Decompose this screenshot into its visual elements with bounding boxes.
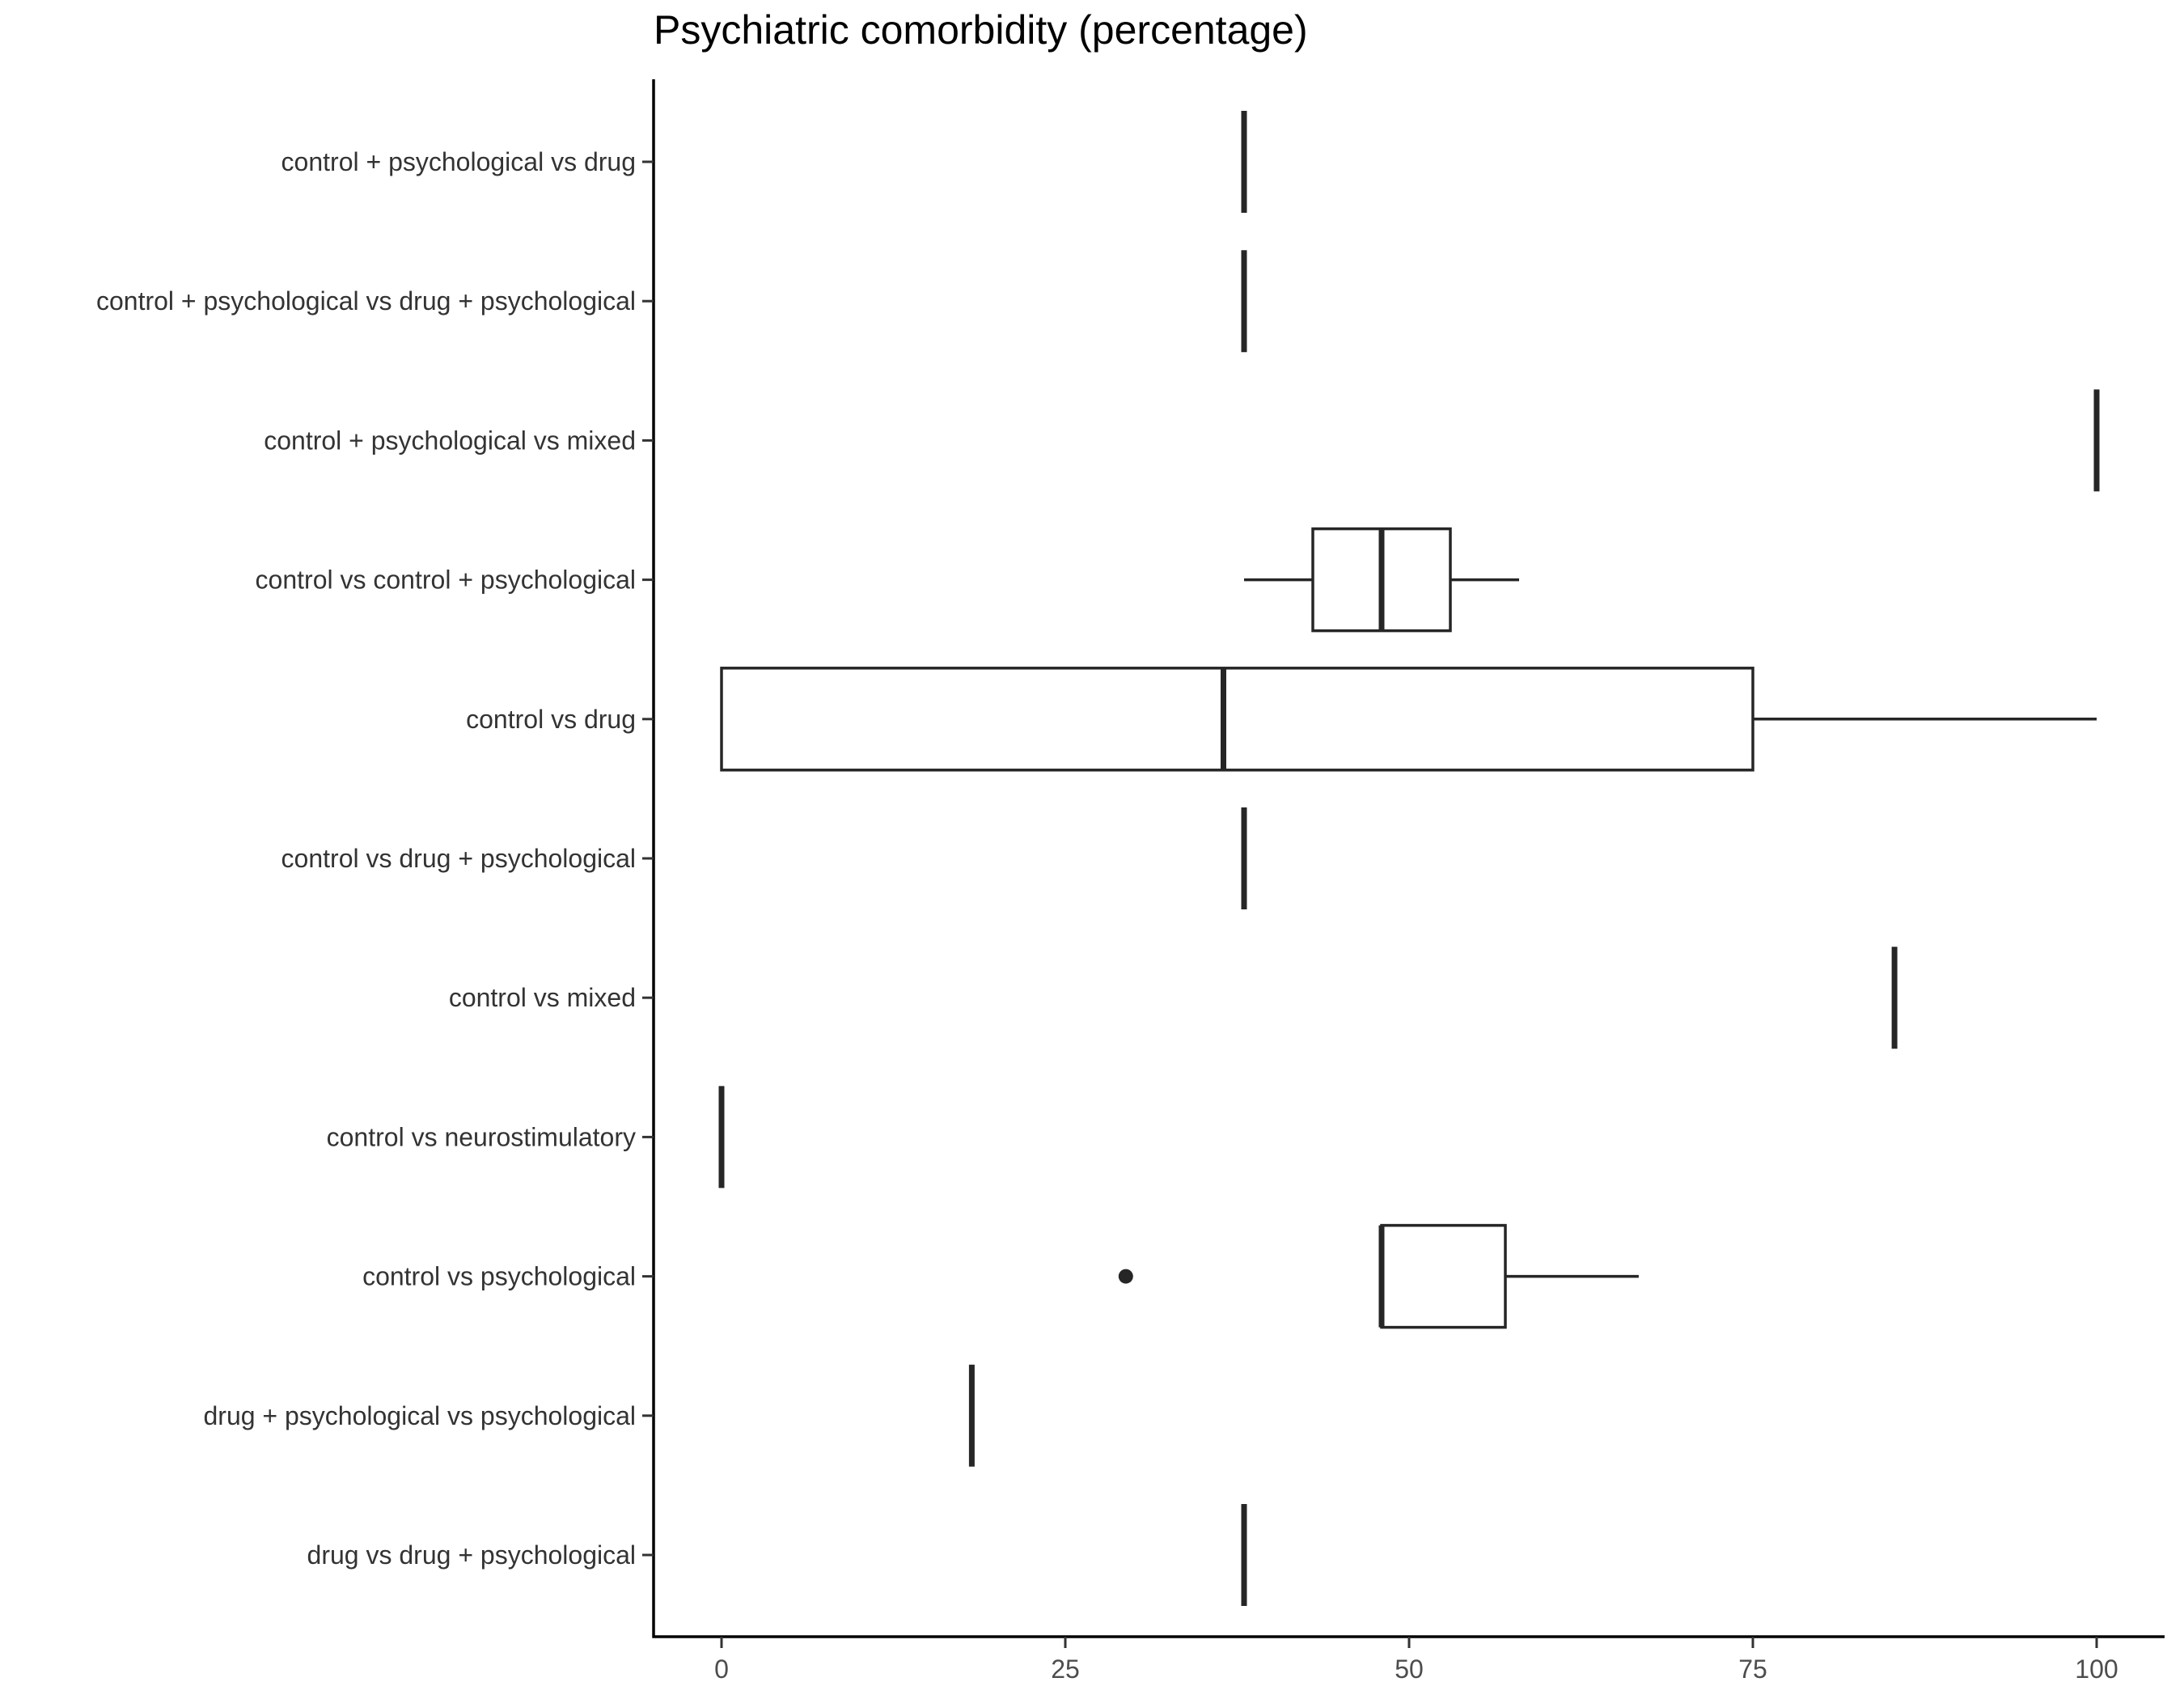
box-iqr (1380, 1223, 1507, 1329)
x-tick-label: 25 (1051, 1655, 1080, 1684)
category-label: control vs neurostimulatory (327, 1122, 636, 1151)
category-label: control vs psychological (362, 1262, 636, 1291)
category-label: drug vs drug + psychological (307, 1540, 636, 1570)
category-label: control vs drug + psychological (281, 844, 636, 873)
x-tick-label: 0 (714, 1655, 729, 1684)
box-iqr (720, 667, 1754, 772)
x-tick-label: 100 (2075, 1655, 2118, 1684)
category-label: control + psychological vs drug (281, 147, 636, 176)
category-label: control + psychological vs mixed (264, 426, 636, 455)
category-label: control vs drug (466, 705, 636, 734)
category-label: control + psychological vs drug + psycho… (96, 286, 636, 316)
category-label: control vs mixed (449, 983, 636, 1012)
chart-title: Psychiatric comorbidity (percentage) (654, 7, 1308, 53)
x-tick-label: 75 (1738, 1655, 1767, 1684)
x-tick-label: 50 (1395, 1655, 1424, 1684)
category-label: control vs control + psychological (256, 566, 636, 595)
outlier-point (1118, 1269, 1133, 1284)
category-label: drug + psychological vs psychological (203, 1401, 636, 1430)
